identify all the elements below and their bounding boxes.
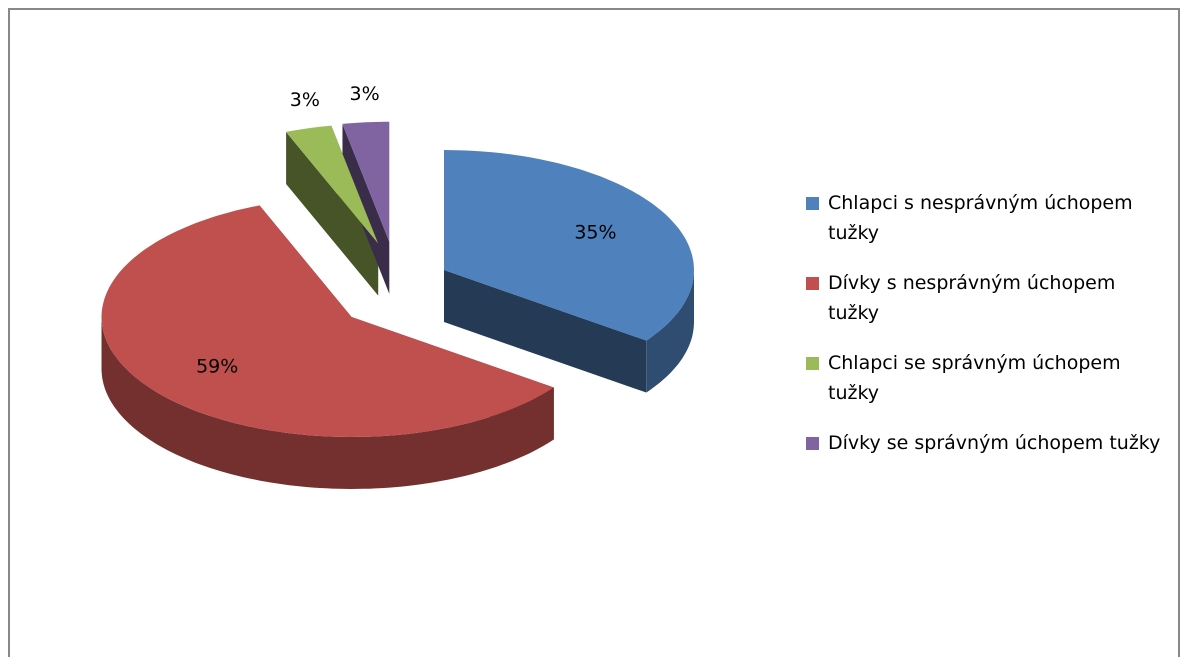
legend: Chlapci s nesprávným úchopem tužky Dívky …	[806, 188, 1166, 478]
slice-side	[101, 317, 554, 489]
legend-swatch	[806, 357, 819, 370]
data-label: 35%	[574, 221, 616, 243]
legend-swatch	[806, 277, 819, 290]
legend-label: Chlapci s nesprávným úchopem tužky	[828, 192, 1133, 244]
slice	[286, 125, 379, 244]
legend-item: Dívky se správným úchopem tužky	[806, 428, 1166, 458]
slice-wall	[342, 123, 390, 294]
legend-item: Chlapci se správným úchopem tužky	[806, 348, 1166, 408]
slice	[101, 205, 554, 437]
slice	[444, 150, 694, 341]
data-label: 3%	[350, 83, 380, 105]
slice	[342, 121, 390, 242]
legend-swatch	[806, 437, 819, 450]
legend-label: Dívky se správným úchopem tužky	[828, 432, 1161, 454]
legend-swatch	[806, 197, 819, 210]
data-label: 3%	[290, 89, 320, 111]
legend-item: Chlapci s nesprávným úchopem tužky	[806, 188, 1166, 248]
slice-wall	[286, 131, 379, 296]
slice-side	[646, 270, 694, 393]
legend-label: Chlapci se správným úchopem tužky	[828, 352, 1121, 404]
legend-item: Dívky s nesprávným úchopem tužky	[806, 268, 1166, 328]
chart-frame	[8, 8, 1180, 657]
legend-label: Dívky s nesprávným úchopem tužky	[828, 272, 1116, 324]
data-label: 59%	[196, 355, 238, 377]
slice-wall	[444, 270, 647, 393]
